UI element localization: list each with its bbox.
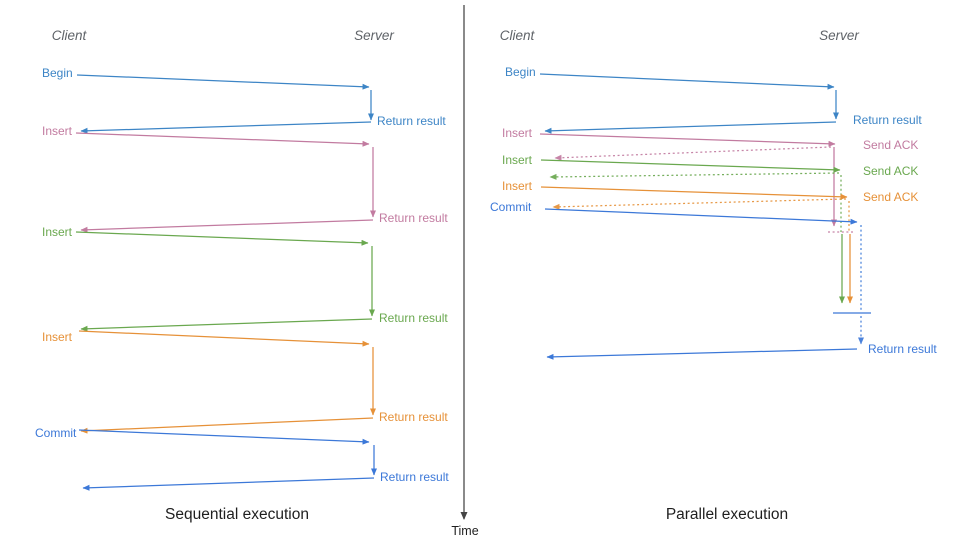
par-insert1-label: Insert [502,126,533,140]
par-insert1-ack-label: Send ACK [863,138,918,152]
par-server-header: Server [819,28,859,43]
par-begin-request-arrow [539,73,835,90]
seq-insert1-response-arrow [80,219,374,233]
sequential-caption: Sequential execution [165,506,309,523]
seq-begin-response-arrow [80,121,372,134]
sequential-panel: Client Server Begin Return result Insert… [35,28,449,523]
par-begin-exchange: Begin Return result [505,65,922,134]
par-begin-label: Begin [505,65,536,79]
par-insert3-request-arrow [540,186,848,200]
par-client-header: Client [500,28,536,43]
seq-insert2-response-arrow [80,318,373,332]
parallel-panel: Client Server Begin Return result Insert… [490,28,937,523]
par-insert1-ack-arrow [554,146,832,161]
seq-commit-response-arrow [82,477,375,491]
par-insert2-exchange: Insert Send ACK [502,153,918,304]
par-insert2-ack-label: Send ACK [863,164,918,178]
seq-insert3-response-arrow [80,417,374,434]
seq-insert3-return-label: Return result [379,410,448,424]
seq-insert3-label: Insert [42,330,73,344]
par-commit-exchange: Commit Return result [490,200,937,360]
seq-begin-return-label: Return result [377,114,446,128]
par-commit-return-label: Return result [868,342,937,356]
seq-begin-label: Begin [42,66,73,80]
par-insert3-label: Insert [502,179,533,193]
par-begin-response-arrow [544,121,837,134]
par-commit-response-arrow [546,348,858,360]
seq-begin-request-arrow [76,74,370,90]
par-insert2-ack-arrow [549,172,840,180]
seq-commit-request-arrow [78,429,370,445]
seq-commit-label: Commit [35,426,77,440]
time-axis-label: Time [451,524,478,538]
par-insert3-ack-label: Send ACK [863,190,918,204]
parallel-caption: Parallel execution [666,506,788,523]
seq-insert3-exchange: Insert Return result [42,330,448,434]
par-commit-label: Commit [490,200,532,214]
seq-insert2-request-arrow [75,231,369,246]
time-axis: Time [451,5,479,538]
par-insert1-exchange: Insert Send ACK [502,126,918,233]
seq-insert3-request-arrow [78,330,370,347]
par-insert3-ack-arrow [552,198,847,210]
seq-insert1-request-arrow [75,132,370,147]
par-insert2-request-arrow [540,159,841,173]
seq-client-header: Client [52,28,88,43]
par-commit-request-arrow [544,208,858,225]
seq-insert2-return-label: Return result [379,311,448,325]
seq-commit-return-label: Return result [380,470,449,484]
par-begin-return-label: Return result [853,113,922,127]
seq-insert2-exchange: Insert Return result [42,225,448,332]
par-insert3-exchange: Insert Send ACK [502,179,918,304]
par-insert2-label: Insert [502,153,533,167]
par-insert1-request-arrow [539,133,836,147]
seq-insert1-return-label: Return result [379,211,448,225]
seq-insert1-label: Insert [42,124,73,138]
seq-insert2-label: Insert [42,225,73,239]
seq-insert1-exchange: Insert Return result [42,124,448,233]
seq-commit-exchange: Commit Return result [35,426,449,491]
seq-begin-exchange: Begin Return result [42,66,446,134]
seq-server-header: Server [354,28,394,43]
